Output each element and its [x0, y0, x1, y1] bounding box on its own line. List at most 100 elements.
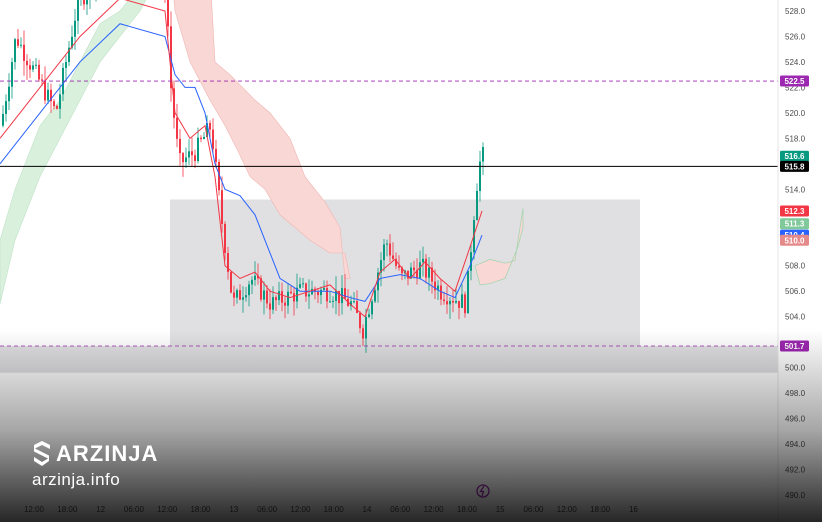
candle-body: [332, 300, 334, 302]
candle-body: [167, 0, 169, 27]
candle-body: [14, 39, 16, 63]
candle-body: [200, 137, 202, 140]
candle-body: [35, 64, 37, 66]
candle-body: [248, 284, 250, 296]
time-tick-label: 06:00: [257, 505, 278, 514]
candle-body: [59, 94, 61, 109]
candle-body: [386, 243, 388, 245]
zone-rectangle: [0, 345, 778, 373]
price-tick-label: 494.0: [785, 440, 806, 449]
candle-body: [464, 294, 466, 314]
zones-layer: [0, 199, 778, 373]
time-tick-label: 06:00: [390, 505, 411, 514]
candle-body: [467, 270, 469, 314]
price-badge-label: 516.6: [784, 152, 805, 161]
time-tick-label: 18:00: [324, 505, 345, 514]
candle-body: [53, 101, 55, 106]
candle-body: [83, 0, 85, 5]
price-tick-label: 520.0: [785, 109, 806, 118]
candle-body: [11, 62, 13, 87]
time-tick-label: 12:00: [24, 505, 45, 514]
price-tick-label: 526.0: [785, 32, 806, 41]
price-tick-label: 514.0: [785, 185, 806, 194]
candle-body: [182, 153, 184, 163]
price-tick-label: 490.0: [785, 491, 806, 500]
candle-body: [428, 267, 430, 278]
price-badge-label: 511.3: [785, 220, 805, 229]
candle-body: [203, 136, 205, 140]
candle-body: [32, 65, 34, 70]
candle-body: [461, 294, 463, 308]
candle-body: [281, 291, 283, 303]
price-tick-label: 508.0: [785, 262, 806, 271]
candle-body: [326, 287, 328, 302]
candle-body: [293, 293, 295, 302]
candle-body: [392, 255, 394, 259]
candle-body: [329, 301, 331, 303]
logo-row: ARZINJA: [32, 440, 158, 468]
candle-body: [284, 302, 286, 306]
candle-body: [233, 292, 235, 298]
candle-body: [323, 287, 325, 290]
candle-body: [446, 301, 448, 305]
price-tick-label: 524.0: [785, 58, 806, 67]
candle-body: [194, 155, 196, 161]
candle-body: [239, 290, 241, 300]
candle-body: [41, 79, 43, 81]
candle-body: [38, 64, 40, 80]
time-tick-label: 16: [629, 505, 638, 514]
candle-body: [458, 300, 460, 308]
time-axis[interactable]: 12:00 18:00 12 06:00 12:00 18:00 13 06:00 12:00 1…: [24, 505, 638, 514]
candle-body: [191, 151, 193, 156]
candle-body: [263, 290, 265, 300]
price-tick-label: 506.0: [785, 287, 806, 296]
time-tick-label: 12:00: [557, 505, 578, 514]
price-tick-label: 528.0: [785, 7, 806, 16]
price-tick-label: 496.0: [785, 415, 806, 424]
time-tick-label: 12: [96, 505, 105, 514]
time-tick-label: 06:00: [124, 505, 145, 514]
candle-body: [302, 283, 304, 285]
candle-body: [305, 283, 307, 297]
candle-body: [251, 279, 253, 285]
candle-body: [77, 0, 79, 21]
time-tick-label: 15: [496, 505, 505, 514]
price-tick-label: 492.0: [785, 466, 806, 475]
candle-body: [209, 123, 211, 130]
candle-body: [8, 86, 10, 102]
price-tick-label: 504.0: [785, 313, 806, 322]
candle-body: [17, 39, 19, 46]
candle-body: [455, 300, 457, 303]
candle-body: [287, 291, 289, 306]
candle-body: [389, 243, 391, 256]
time-tick-label: 18:00: [57, 505, 78, 514]
candle-body: [56, 105, 58, 109]
candle-body: [290, 291, 292, 294]
candle-body: [443, 299, 445, 302]
price-badge-label: 501.7: [784, 342, 805, 351]
price-badge-label: 510.0: [784, 236, 805, 245]
candle-body: [245, 295, 247, 298]
candle-body: [2, 113, 4, 126]
candle-body: [23, 44, 25, 61]
candle-body: [419, 262, 421, 279]
candle-body: [344, 288, 346, 299]
candle-body: [476, 190, 478, 221]
candle-body: [197, 137, 199, 161]
arzinja-logo-icon: [34, 441, 50, 466]
candle-body: [452, 300, 454, 303]
candle-body: [185, 157, 187, 163]
candle-body: [413, 267, 415, 271]
candle-body: [254, 275, 256, 280]
candle-body: [5, 101, 7, 114]
candle-body: [86, 0, 88, 5]
price-badge-label: 512.3: [784, 207, 805, 216]
candle-body: [179, 138, 181, 154]
candle-body: [353, 301, 355, 303]
replay-icon[interactable]: [476, 484, 490, 498]
candle-body: [47, 89, 49, 101]
candle-body: [308, 294, 310, 297]
time-tick-label: 18:00: [190, 505, 211, 514]
candle-body: [266, 290, 268, 304]
